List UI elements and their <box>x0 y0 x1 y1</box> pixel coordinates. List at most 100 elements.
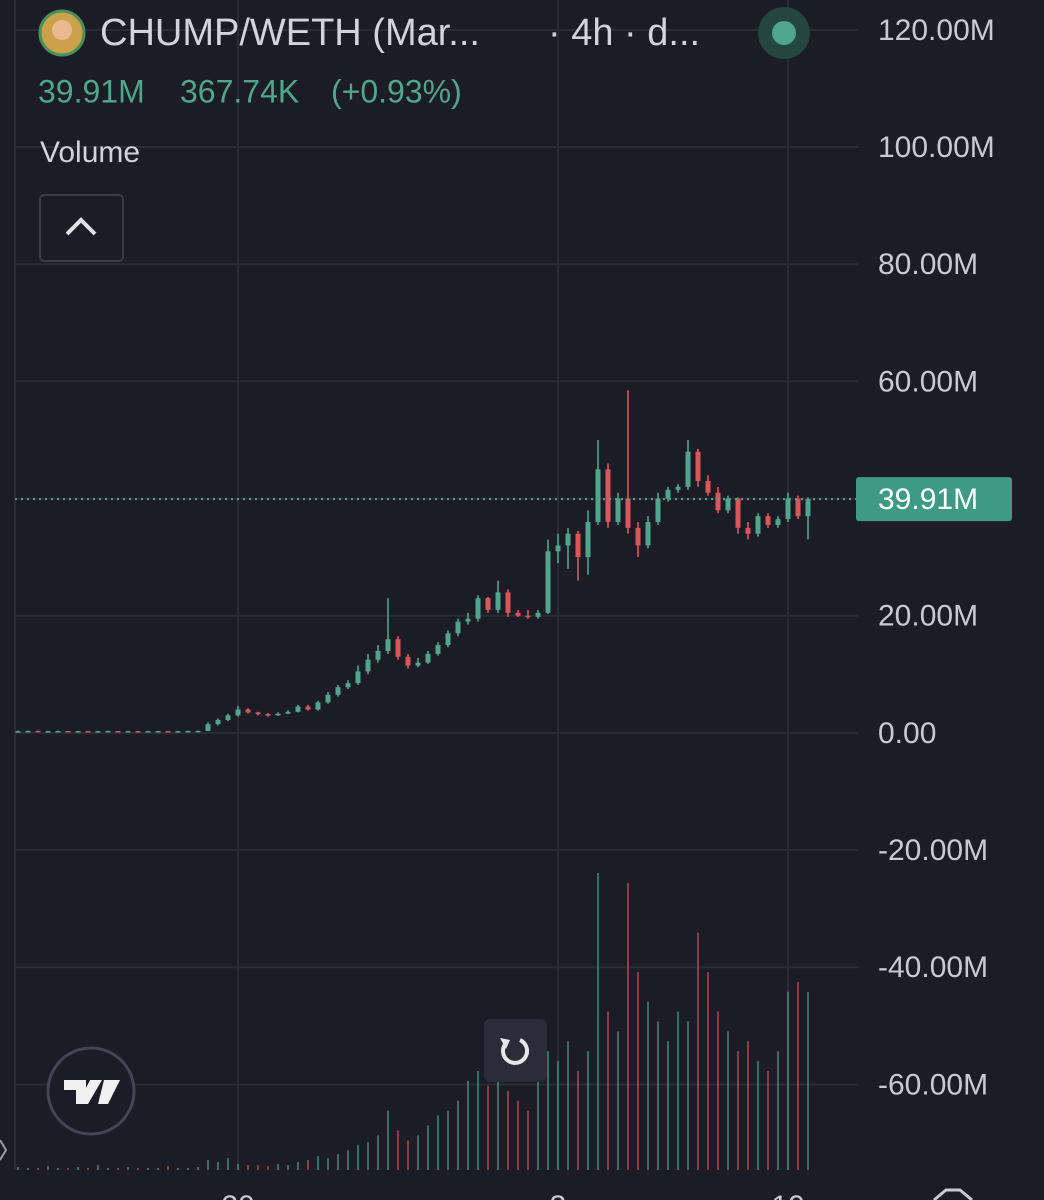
volume-bar <box>607 1011 609 1170</box>
reset-icon-arrow <box>500 1038 510 1049</box>
candle-body <box>335 687 341 695</box>
interval[interactable]: · 4h · d... <box>548 12 700 54</box>
candle-body <box>95 731 101 733</box>
volume-bar <box>187 1168 189 1170</box>
volume-bar <box>357 1145 359 1170</box>
volume-bar <box>427 1125 429 1170</box>
candle-body <box>405 656 411 666</box>
candle-body <box>205 724 211 731</box>
candle-body <box>65 731 71 733</box>
volume-bar <box>707 972 709 1170</box>
candle-body <box>55 731 61 733</box>
volume-bar <box>267 1166 269 1170</box>
logo-mark <box>64 1080 120 1104</box>
volume-bar <box>437 1115 439 1170</box>
volume-bar <box>167 1166 169 1170</box>
y-tick-label: 20.00M <box>878 600 978 633</box>
candle-body <box>555 545 561 552</box>
volume-bar <box>367 1142 369 1170</box>
volume-bar <box>797 981 799 1170</box>
volume-bar <box>317 1156 319 1170</box>
candle-body <box>155 731 161 733</box>
candle-body <box>375 650 381 660</box>
candle-body <box>625 498 631 528</box>
volume-bar <box>327 1158 329 1170</box>
volume-bar <box>287 1165 289 1170</box>
candle-body <box>145 731 151 733</box>
volume-bar <box>247 1165 249 1170</box>
volume-bar <box>507 1090 509 1170</box>
candle-body <box>25 730 31 733</box>
candle-body <box>275 713 281 716</box>
volume-bar <box>397 1130 399 1170</box>
candle-body <box>695 451 701 482</box>
reset-button[interactable] <box>484 1019 547 1082</box>
y-tick-label: -60.00M <box>878 1068 988 1101</box>
candle-body <box>185 731 191 733</box>
candle-body <box>575 533 581 558</box>
volume-bar <box>727 1031 729 1170</box>
volume-bar <box>17 1167 19 1170</box>
candle-body <box>715 492 721 511</box>
candle-body <box>735 498 741 528</box>
y-tick-label: -20.00M <box>878 834 988 867</box>
legend-change-percent: (+0.93%) <box>331 73 462 109</box>
volume-bar <box>747 1041 749 1170</box>
volume-bar <box>517 1100 519 1170</box>
last-price-label: 39.91M <box>878 483 978 516</box>
candle-body <box>585 522 591 558</box>
volume-bar <box>27 1168 29 1170</box>
volume-bar <box>597 873 599 1170</box>
volume-bar <box>697 932 699 1170</box>
candle-body <box>535 612 541 617</box>
volume-bar <box>587 1051 589 1170</box>
volume-bar <box>447 1110 449 1170</box>
candle-body <box>805 499 811 517</box>
volume-bar <box>457 1100 459 1170</box>
candle-body <box>755 516 761 534</box>
candle-body <box>725 498 731 511</box>
y-tick-label: 120.00M <box>878 14 995 47</box>
scroll-handle[interactable] <box>0 1139 8 1161</box>
scale-toggle[interactable] <box>933 1188 973 1200</box>
candle-body <box>495 592 501 610</box>
token-icon-face <box>52 20 72 40</box>
candle-body <box>595 469 601 523</box>
candle-body <box>745 527 751 534</box>
volume-bar <box>67 1168 69 1170</box>
volume-bar <box>217 1162 219 1170</box>
volume-bar <box>677 1011 679 1170</box>
volume-bar <box>577 1071 579 1170</box>
volume-bar <box>227 1158 229 1170</box>
volume-bar <box>767 1071 769 1170</box>
volume-bar <box>417 1135 419 1170</box>
candle-body <box>285 711 291 714</box>
collapse-button[interactable] <box>39 194 124 262</box>
candle-body <box>775 519 781 525</box>
candle-body <box>295 706 301 712</box>
volume-bar <box>177 1168 179 1170</box>
symbol-title[interactable]: CHUMP/WETH (Mar... <box>100 12 480 54</box>
volume-bar <box>147 1168 149 1170</box>
volume-bar <box>627 882 629 1170</box>
volume-bar <box>107 1168 109 1170</box>
volume-bar <box>237 1164 239 1170</box>
volume-layer <box>17 873 809 1170</box>
candle-body <box>545 551 551 613</box>
candle-body <box>235 709 241 716</box>
volume-bar <box>407 1140 409 1170</box>
candle-body <box>35 730 41 733</box>
candle-body <box>245 709 251 713</box>
volume-bar <box>497 1061 499 1170</box>
candle-body <box>365 659 371 672</box>
candle-body <box>645 522 651 546</box>
volume-bar <box>57 1168 59 1170</box>
last-price-badge <box>856 477 1012 522</box>
candle-body <box>305 706 311 710</box>
candle-body <box>345 683 351 688</box>
candle-body <box>615 498 621 523</box>
candle-body <box>85 731 91 733</box>
volume-bar <box>37 1168 39 1170</box>
legend-close: 39.91M <box>38 73 145 109</box>
